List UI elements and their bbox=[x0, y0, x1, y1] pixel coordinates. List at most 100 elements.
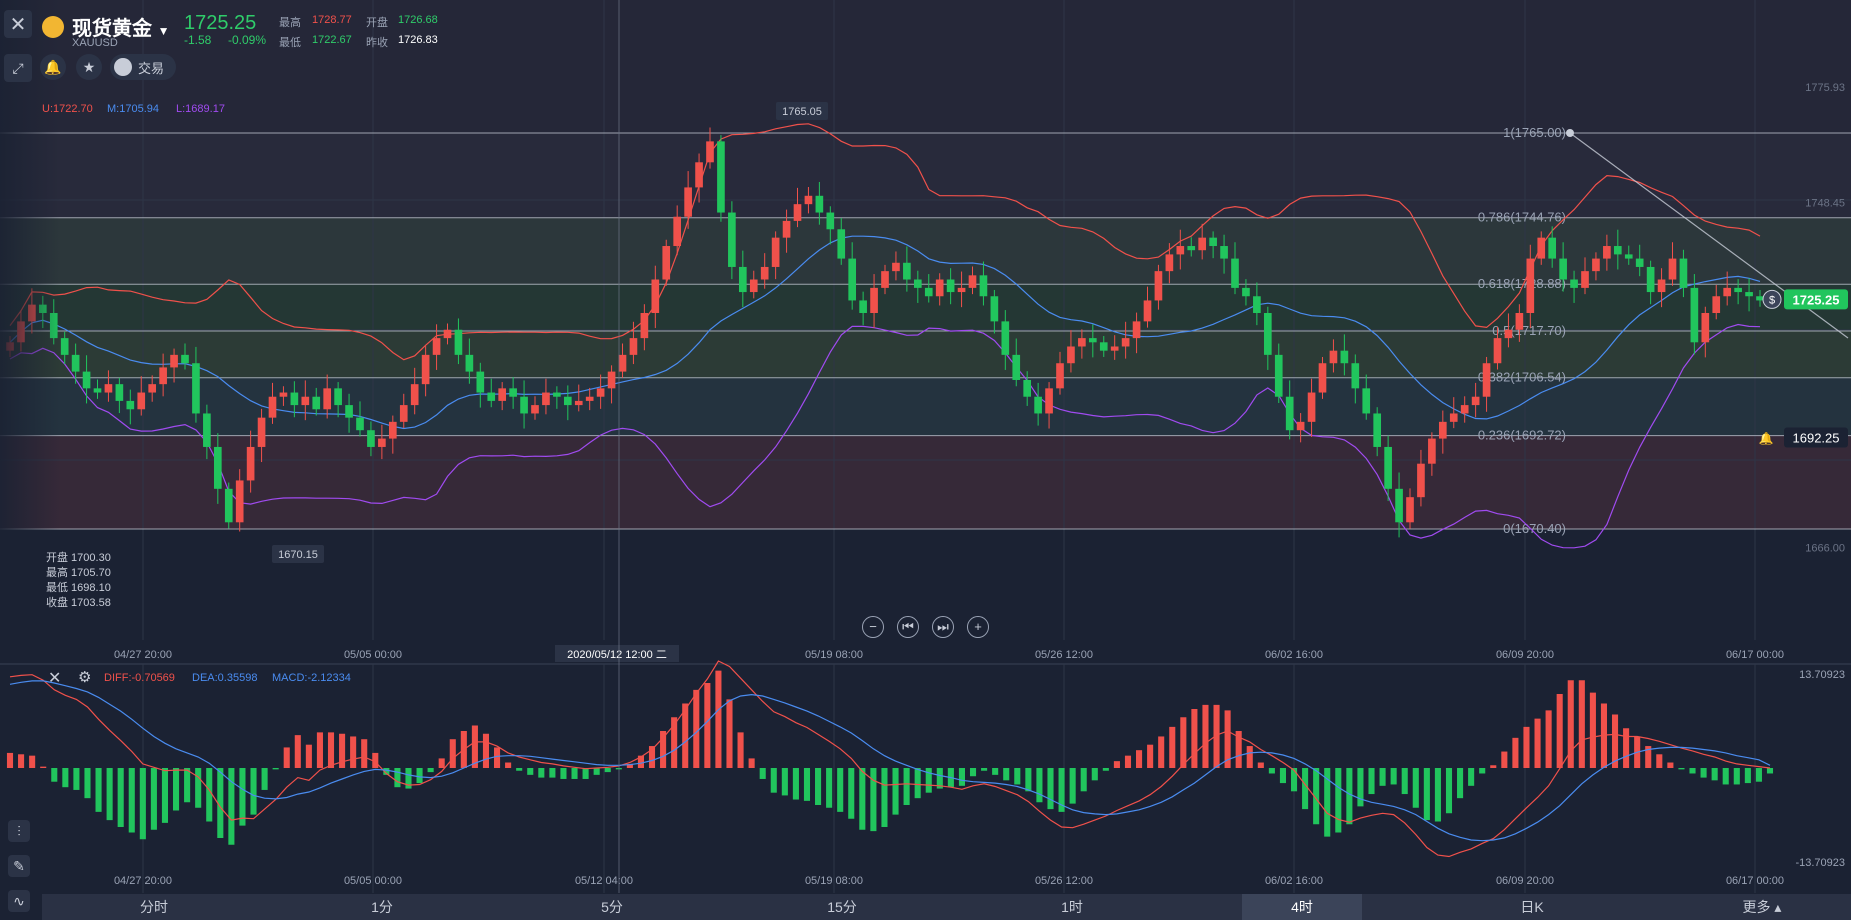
candle[interactable] bbox=[1253, 296, 1261, 313]
candle[interactable] bbox=[213, 446, 222, 489]
candle[interactable] bbox=[924, 287, 933, 297]
candle[interactable] bbox=[520, 396, 528, 414]
candle[interactable] bbox=[1001, 321, 1010, 355]
candle[interactable] bbox=[1581, 271, 1589, 288]
candle[interactable] bbox=[1056, 363, 1064, 389]
candle[interactable] bbox=[148, 384, 157, 393]
candle[interactable] bbox=[913, 279, 922, 288]
candle[interactable] bbox=[640, 313, 649, 339]
candle[interactable] bbox=[1176, 246, 1185, 255]
candle[interactable] bbox=[1723, 287, 1732, 297]
candle[interactable] bbox=[1559, 258, 1567, 280]
candle[interactable] bbox=[1088, 338, 1097, 343]
candle[interactable] bbox=[990, 296, 999, 322]
candle[interactable] bbox=[574, 400, 583, 406]
candle[interactable] bbox=[596, 388, 605, 397]
indicator-tool-icon[interactable]: ⫶ bbox=[8, 820, 30, 842]
candle[interactable] bbox=[1209, 237, 1217, 247]
candle[interactable] bbox=[257, 417, 266, 447]
candle[interactable] bbox=[235, 480, 244, 523]
candle[interactable] bbox=[859, 300, 867, 313]
candle[interactable] bbox=[410, 384, 419, 406]
candle[interactable] bbox=[159, 367, 167, 385]
candle[interactable] bbox=[553, 392, 561, 397]
candle[interactable] bbox=[1570, 279, 1578, 288]
candle[interactable] bbox=[181, 354, 189, 364]
candle[interactable] bbox=[1515, 313, 1524, 330]
candle[interactable] bbox=[1121, 338, 1130, 347]
candle[interactable] bbox=[1635, 258, 1644, 267]
pencil-icon[interactable]: ✎ bbox=[8, 855, 30, 877]
candle[interactable] bbox=[388, 421, 397, 439]
candle[interactable] bbox=[323, 388, 332, 410]
candle[interactable] bbox=[1417, 463, 1425, 498]
candle[interactable] bbox=[717, 141, 725, 213]
candle[interactable] bbox=[1132, 321, 1141, 339]
candle[interactable] bbox=[804, 195, 813, 205]
instrument-title[interactable]: 现货黄金 ▼ bbox=[72, 18, 170, 40]
candle[interactable] bbox=[946, 279, 955, 293]
candle[interactable] bbox=[1242, 287, 1250, 297]
candle[interactable] bbox=[378, 438, 386, 447]
candle[interactable] bbox=[815, 195, 824, 213]
candle[interactable] bbox=[1045, 388, 1053, 414]
candle[interactable] bbox=[1231, 258, 1239, 288]
candle[interactable] bbox=[367, 430, 375, 447]
candle[interactable] bbox=[585, 396, 594, 401]
candle[interactable] bbox=[465, 354, 474, 372]
candle[interactable] bbox=[1154, 271, 1163, 301]
candle[interactable] bbox=[454, 329, 463, 355]
candle[interactable] bbox=[334, 388, 342, 406]
candle[interactable] bbox=[301, 396, 310, 406]
tab-daily[interactable]: 日K bbox=[1520, 899, 1544, 915]
candle[interactable] bbox=[837, 229, 846, 259]
candle[interactable] bbox=[1679, 258, 1688, 288]
candle[interactable] bbox=[738, 266, 747, 293]
candle[interactable] bbox=[487, 392, 496, 401]
candle[interactable] bbox=[935, 279, 944, 297]
bell-icon[interactable]: 🔔 bbox=[40, 54, 66, 80]
candle[interactable] bbox=[1646, 266, 1655, 293]
candle[interactable] bbox=[104, 384, 113, 393]
candle[interactable] bbox=[1143, 300, 1152, 322]
candle[interactable] bbox=[345, 405, 353, 418]
candle[interactable] bbox=[782, 220, 791, 238]
tab-fenshi[interactable]: 分时 bbox=[140, 899, 168, 915]
macd-settings-icon[interactable]: ⚙ bbox=[78, 669, 92, 686]
candle[interactable] bbox=[170, 354, 178, 368]
candle[interactable] bbox=[673, 216, 682, 247]
candle[interactable] bbox=[1493, 338, 1502, 364]
tab-1hour[interactable]: 1时 bbox=[1061, 899, 1083, 915]
candle[interactable] bbox=[892, 262, 900, 272]
candle[interactable] bbox=[1012, 354, 1021, 380]
candle[interactable] bbox=[881, 271, 889, 288]
candle[interactable] bbox=[1548, 237, 1557, 259]
candle[interactable] bbox=[531, 405, 539, 414]
candle[interactable] bbox=[542, 392, 550, 406]
candle[interactable] bbox=[126, 400, 135, 410]
candle[interactable] bbox=[246, 446, 255, 481]
candle[interactable] bbox=[1307, 392, 1316, 422]
candle[interactable] bbox=[1504, 329, 1513, 339]
candle[interactable] bbox=[1537, 237, 1546, 259]
candle[interactable] bbox=[82, 371, 91, 389]
candle[interactable] bbox=[1110, 346, 1119, 351]
candle[interactable] bbox=[421, 354, 430, 385]
candle[interactable] bbox=[1668, 258, 1677, 280]
tab-5min[interactable]: 5分 bbox=[601, 899, 623, 915]
candle[interactable] bbox=[1756, 296, 1764, 301]
candle[interactable] bbox=[356, 417, 364, 431]
dollar-icon[interactable] bbox=[1762, 289, 1782, 309]
tab-4hour[interactable]: 4时 bbox=[1242, 894, 1362, 920]
candle[interactable] bbox=[1701, 313, 1710, 343]
candle[interactable] bbox=[1099, 342, 1108, 351]
candle[interactable] bbox=[903, 262, 911, 280]
candle[interactable] bbox=[1712, 296, 1721, 313]
candle[interactable] bbox=[695, 162, 703, 188]
candle[interactable] bbox=[1220, 246, 1228, 259]
candle[interactable] bbox=[1449, 413, 1458, 422]
macd-close-icon[interactable]: ✕ bbox=[48, 670, 62, 687]
star-icon[interactable]: ★ bbox=[76, 54, 102, 80]
zoom-out-button[interactable]: − bbox=[862, 616, 884, 638]
line-chart-icon[interactable]: ∿ bbox=[8, 890, 30, 912]
